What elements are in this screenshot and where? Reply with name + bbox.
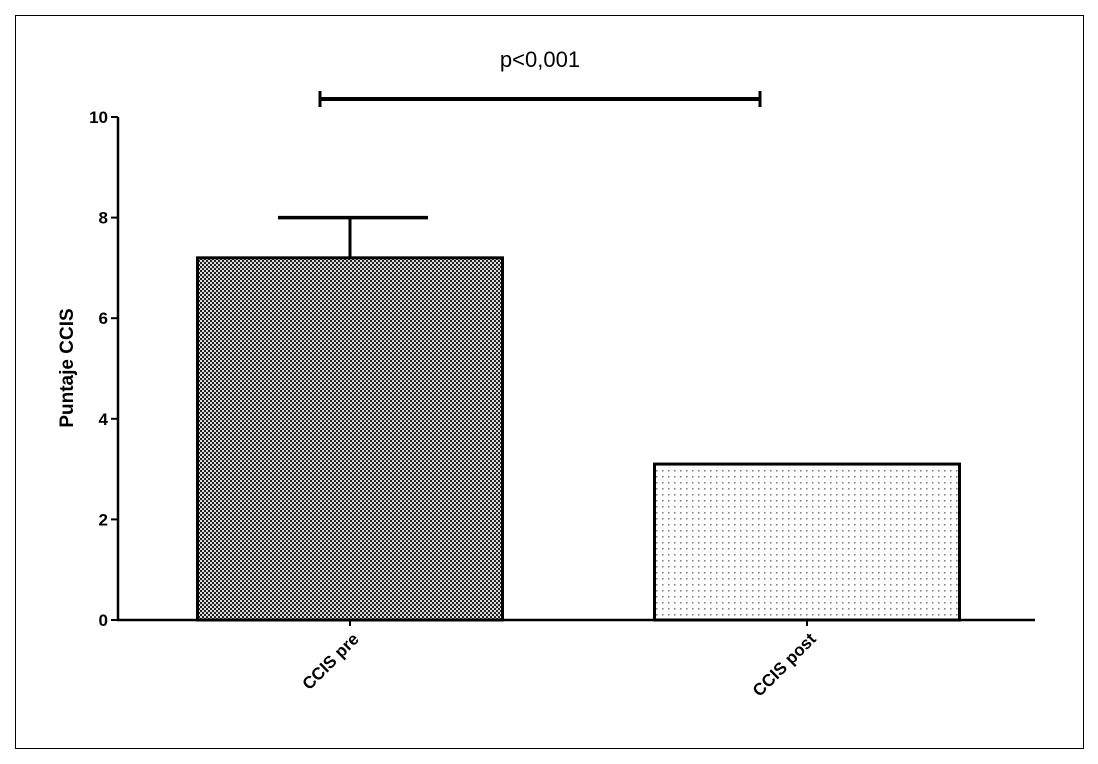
y-tick-label: 6 [99,309,108,328]
y-tick-label: 0 [99,611,108,630]
y-tick-label: 2 [99,510,108,529]
significance-label: p<0,001 [500,47,580,72]
bar-1 [196,256,504,622]
y-axis-label: Puntaje CCIS [57,308,78,427]
y-tick-label: 10 [89,108,108,127]
figure-frame [15,15,1084,749]
y-tick-label: 4 [99,410,109,429]
y-tick-label: 8 [99,209,108,228]
bar-2 [653,462,961,622]
